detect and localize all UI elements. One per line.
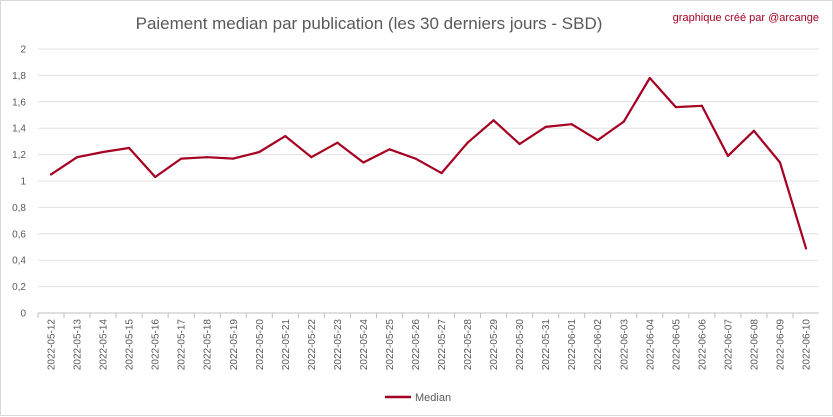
- y-tick-label: 1,8: [12, 71, 26, 82]
- y-tick-label: 1: [20, 177, 26, 188]
- y-tick-label: 0: [20, 309, 26, 320]
- y-tick-label: 0,8: [12, 203, 26, 214]
- x-tick-label: 2022-06-08: [749, 319, 760, 371]
- y-tick-label: 0,2: [12, 282, 26, 293]
- data-point: [49, 173, 53, 176]
- y-axis-ticks: 0 0,2 0,4 0,6 0,8 1 1,2 1,4 1,6 1,8 2: [12, 45, 26, 320]
- x-tick-label: 2022-05-13: [73, 319, 84, 371]
- x-tick-label: 2022-05-30: [515, 319, 526, 371]
- x-tick-label: 2022-05-12: [47, 319, 58, 371]
- y-tick-label: 1,6: [12, 97, 26, 108]
- data-point: [154, 175, 157, 179]
- x-tick-label: 2022-05-26: [411, 319, 422, 371]
- data-point: [284, 135, 287, 138]
- data-point: [310, 156, 313, 159]
- x-tick-label: 2022-06-03: [619, 319, 630, 371]
- x-tick-label: 2022-05-16: [151, 319, 162, 371]
- data-point: [622, 120, 625, 123]
- chart-credit: graphique créé par @arcange: [673, 12, 819, 24]
- x-tick-label: 2022-05-19: [229, 319, 240, 371]
- series-group: [49, 76, 808, 250]
- x-tick-label: 2022-05-27: [437, 319, 448, 371]
- data-point: [726, 154, 729, 158]
- x-tick-label: 2022-05-25: [385, 319, 396, 371]
- data-point: [492, 119, 495, 122]
- x-tick-label: 2022-06-05: [671, 319, 682, 371]
- chart-title: Paiement median par publication (les 30 …: [136, 14, 603, 33]
- legend-label-median: Median: [415, 392, 451, 404]
- y-tick-label: 0,6: [12, 229, 26, 240]
- x-tick-label: 2022-05-21: [281, 319, 292, 371]
- data-point: [128, 146, 131, 150]
- x-tick-label: 2022-05-22: [307, 319, 318, 371]
- data-point: [648, 76, 651, 80]
- data-point: [336, 141, 339, 144]
- x-tick-label: 2022-06-04: [645, 319, 656, 371]
- data-point: [804, 247, 808, 250]
- data-point: [674, 105, 677, 109]
- y-tick-label: 1,4: [12, 124, 26, 135]
- x-tick-label: 2022-05-14: [99, 319, 110, 371]
- data-point: [596, 138, 599, 142]
- legend: Median: [385, 392, 451, 404]
- x-tick-label: 2022-06-06: [697, 319, 708, 371]
- x-tick-label: 2022-05-17: [177, 319, 188, 371]
- x-tick-label: 2022-06-02: [593, 319, 604, 371]
- data-point: [414, 157, 417, 160]
- x-tick-label: 2022-06-07: [723, 319, 734, 371]
- data-point: [75, 156, 79, 159]
- data-point: [440, 171, 443, 175]
- data-point: [101, 150, 105, 154]
- x-tick-label: 2022-05-15: [125, 319, 136, 371]
- data-point: [700, 104, 703, 107]
- data-point: [388, 148, 391, 151]
- data-point: [778, 161, 782, 164]
- data-point: [206, 156, 209, 159]
- y-tick-label: 2: [20, 45, 26, 56]
- x-tick-label: 2022-06-01: [567, 319, 578, 371]
- data-point: [544, 125, 547, 128]
- x-tick-label: 2022-05-20: [255, 319, 266, 371]
- data-point: [258, 150, 261, 154]
- data-point: [466, 141, 469, 144]
- x-tick-label: 2022-05-18: [203, 319, 214, 371]
- data-point: [180, 157, 183, 160]
- y-tick-label: 1,2: [12, 150, 26, 161]
- x-tick-label: 2022-05-23: [333, 319, 344, 371]
- data-point: [752, 129, 756, 132]
- data-point: [362, 161, 365, 164]
- data-point: [570, 123, 573, 126]
- series-line-median: [49, 76, 808, 250]
- x-tick-label: 2022-06-09: [775, 319, 786, 371]
- x-axis-ticks: 2022-05-12 2022-05-13 2022-05-14 2022-05-15…: [37, 313, 812, 371]
- x-tick-label: 2022-05-24: [359, 319, 370, 371]
- x-tick-label: 2022-05-31: [541, 319, 552, 371]
- x-tick-label: 2022-05-28: [463, 319, 474, 371]
- data-point: [232, 157, 235, 160]
- y-tick-label: 0,4: [12, 256, 26, 267]
- x-tick-label: 2022-05-29: [489, 319, 500, 371]
- x-tick-label: 2022-06-10: [801, 319, 812, 371]
- data-point: [518, 142, 521, 146]
- gridlines: [38, 48, 819, 314]
